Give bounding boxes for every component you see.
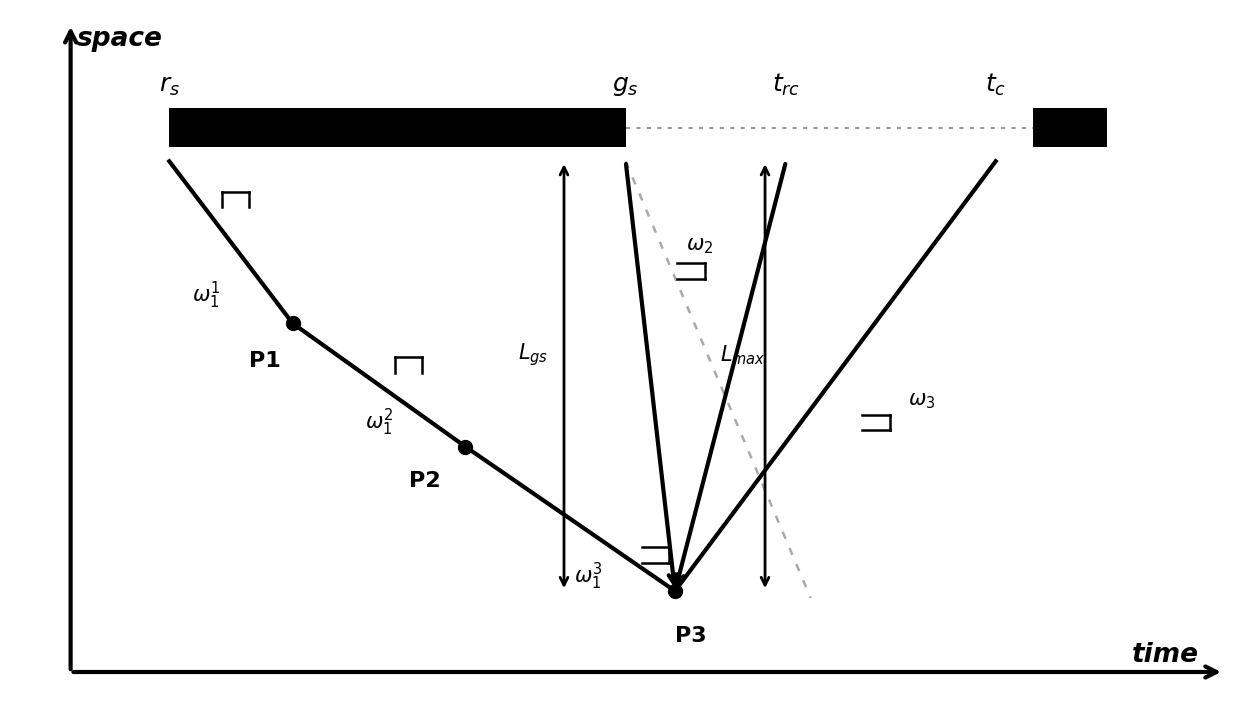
Text: $\omega_1^2$: $\omega_1^2$ [364, 406, 393, 437]
Bar [1032, 109, 1106, 147]
Text: $t_c$: $t_c$ [985, 72, 1006, 98]
Text: P1: P1 [249, 351, 280, 371]
Text: $g_s$: $g_s$ [612, 74, 639, 98]
Text: $\omega_3$: $\omega_3$ [908, 391, 935, 411]
Text: P2: P2 [409, 471, 441, 491]
Text: $L_{gs}$: $L_{gs}$ [518, 342, 549, 368]
Text: $L_{max}$: $L_{max}$ [720, 343, 766, 367]
Text: $r_s$: $r_s$ [159, 74, 180, 98]
Text: time: time [1132, 643, 1199, 669]
Text: space: space [77, 26, 162, 52]
Text: $\omega_1^1$: $\omega_1^1$ [192, 280, 221, 311]
Text: $\omega_2$: $\omega_2$ [686, 236, 714, 256]
Text: P3: P3 [675, 626, 706, 646]
Text: $\omega_1^3$: $\omega_1^3$ [575, 562, 603, 593]
Bar [170, 109, 626, 147]
Text: $t_{rc}$: $t_{rc}$ [772, 72, 800, 98]
